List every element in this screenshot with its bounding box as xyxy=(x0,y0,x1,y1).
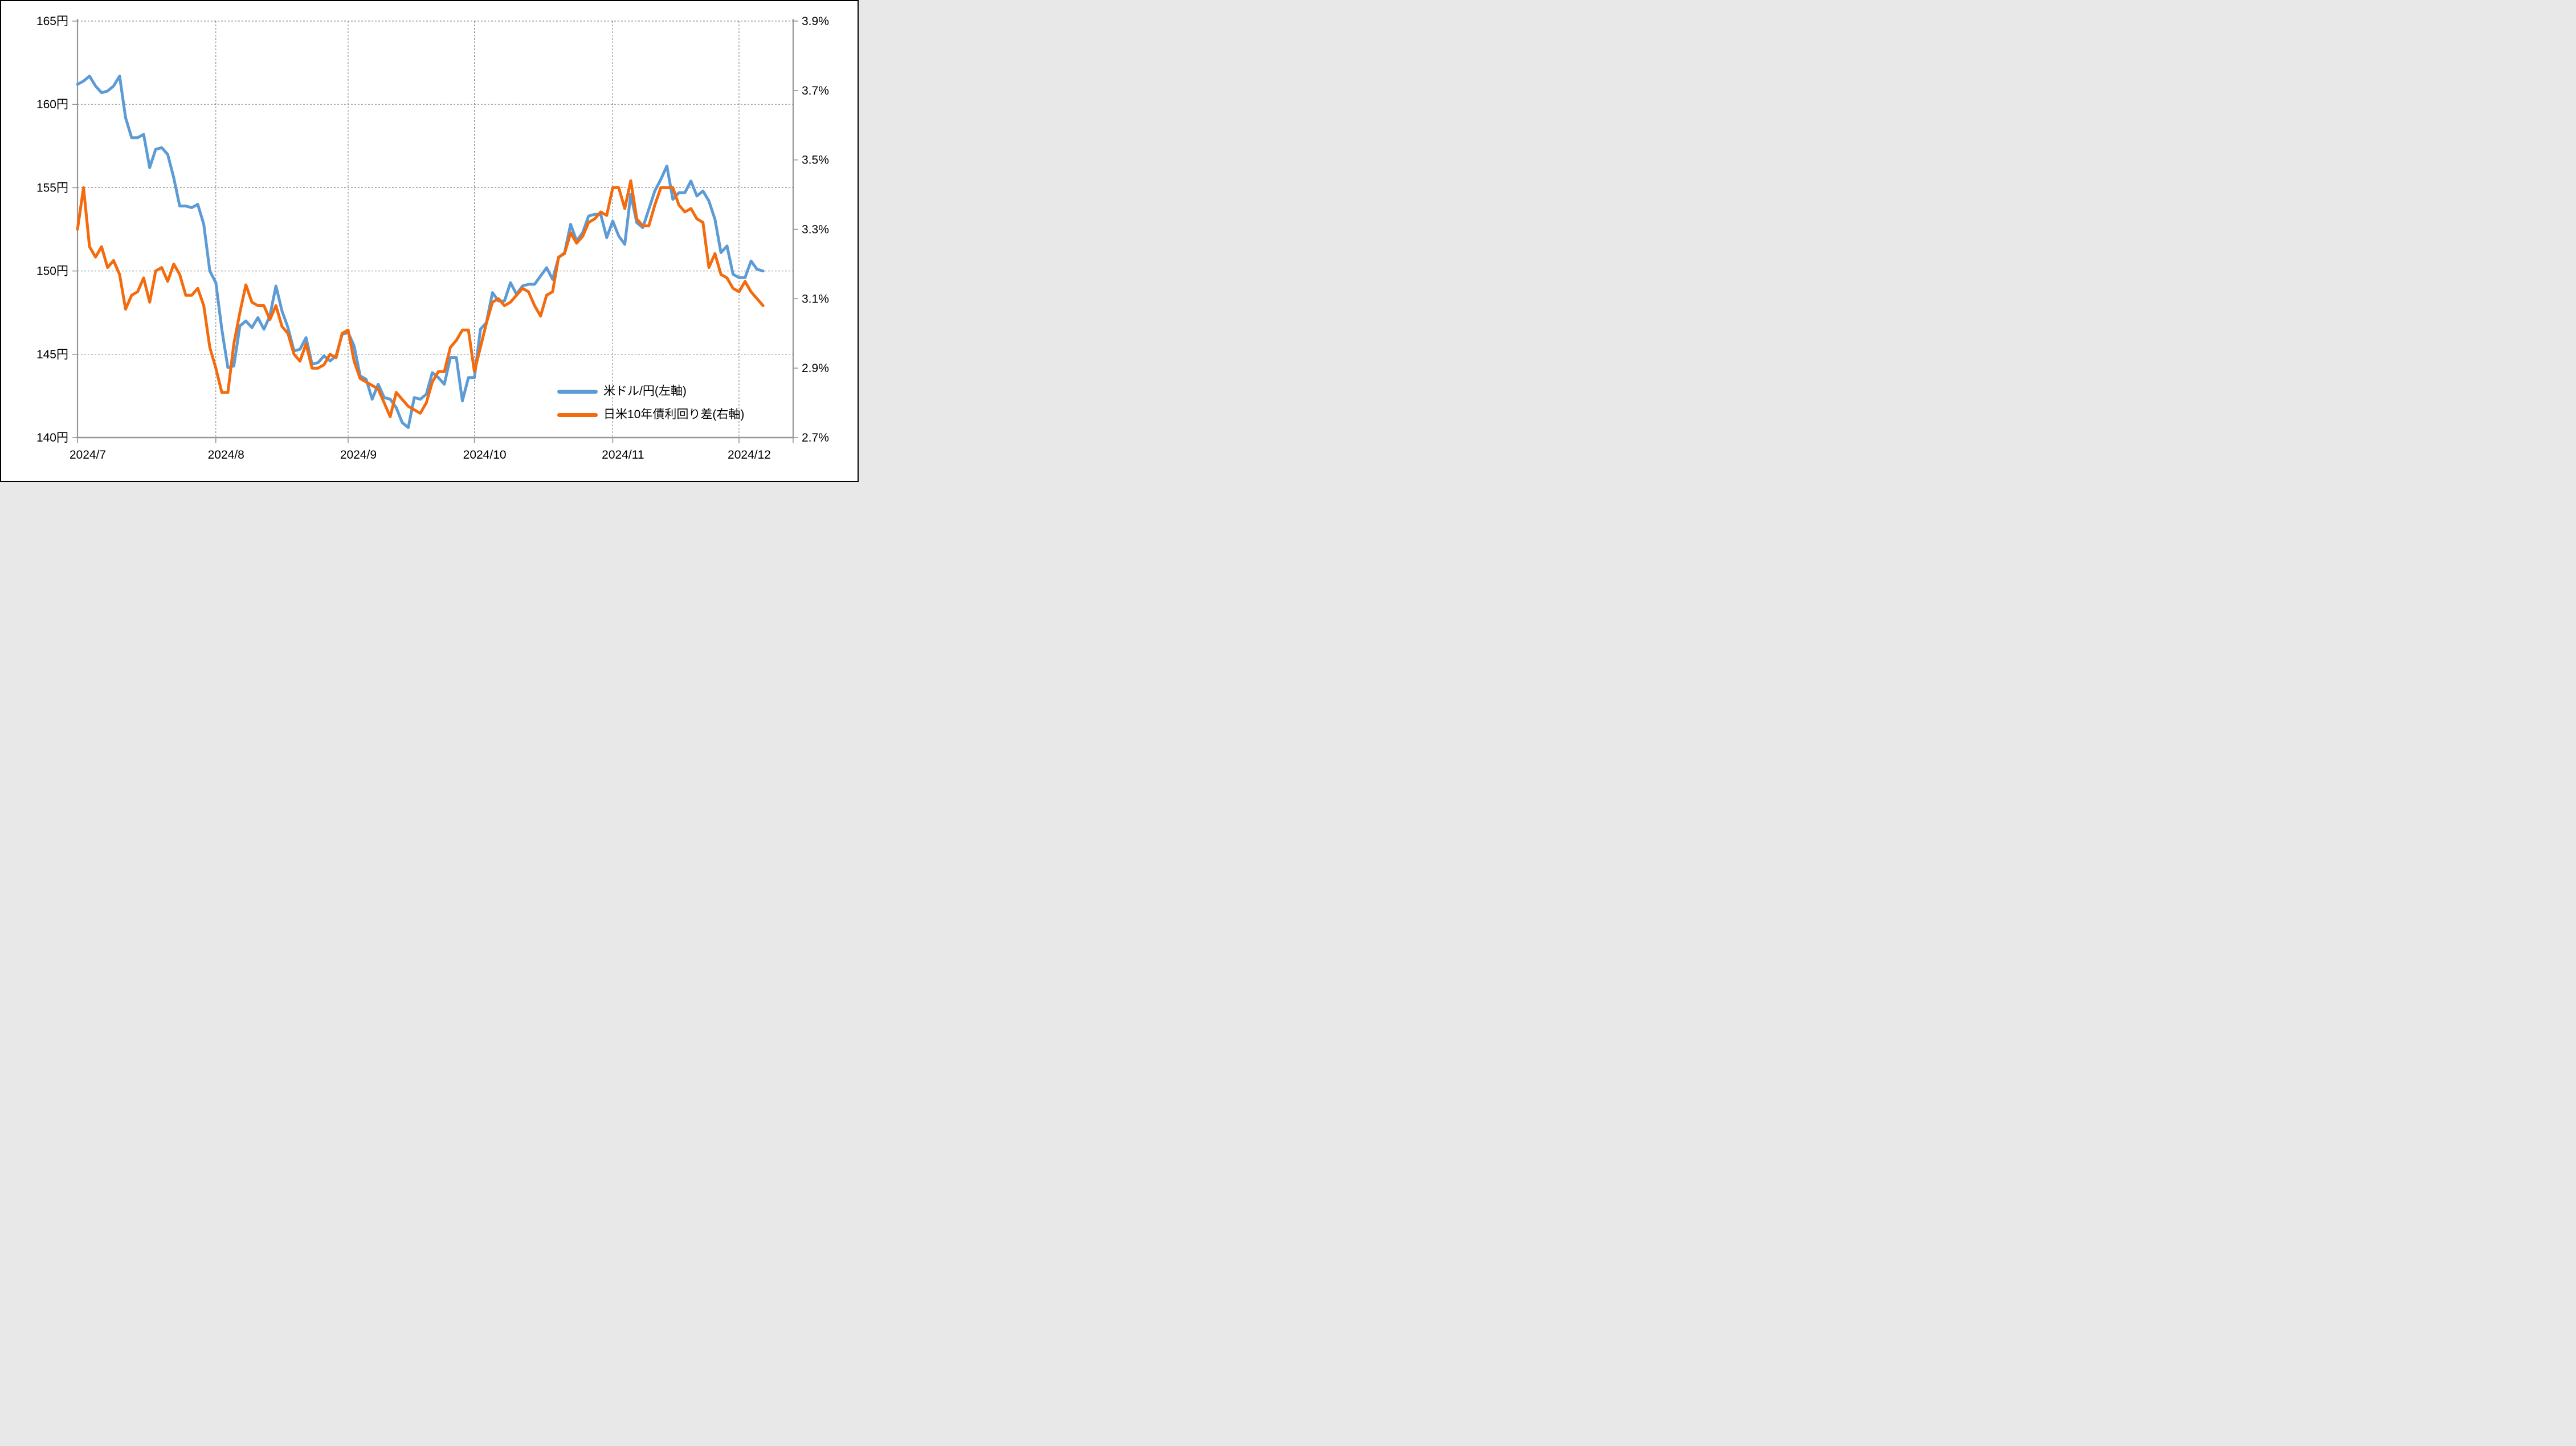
x-axis-tick-label: 2024/9 xyxy=(340,448,377,461)
right-axis-tick-label: 2.7% xyxy=(802,431,829,444)
chart-frame: 165円 160円 155円 150円 145円 140円 3.9% 3.7% 3.5% 3.3%… xyxy=(0,0,859,482)
right-axis-tick-label: 3.1% xyxy=(802,292,829,305)
legend-item-yield-spread: 日米10年債利回り差(右軸) xyxy=(557,408,744,422)
left-axis-tick-label: 150円 xyxy=(36,265,68,278)
legend-label-yield-spread: 日米10年債利回り差(右軸) xyxy=(603,408,745,422)
chart-canvas: 165円 160円 155円 150円 145円 140円 3.9% 3.7% 3.5% 3.3%… xyxy=(36,15,829,461)
x-axis-tick-label: 2024/12 xyxy=(728,448,771,461)
legend-label-usdjpy: 米ドル/円(左軸) xyxy=(603,385,687,398)
series-line-1 xyxy=(76,179,765,418)
right-axis-tick-label: 3.3% xyxy=(802,223,829,236)
left-axis-tick-label: 160円 xyxy=(36,98,68,111)
series-line-0 xyxy=(76,75,765,429)
left-axis-tick-label: 155円 xyxy=(36,181,68,194)
x-axis-tick-label: 2024/8 xyxy=(208,448,244,461)
right-axis-tick-label: 3.5% xyxy=(802,154,829,167)
right-axis-tick-label: 3.7% xyxy=(802,84,829,97)
left-axis-tick-label: 165円 xyxy=(36,15,68,28)
legend-item-usdjpy: 米ドル/円(左軸) xyxy=(557,385,744,398)
right-axis-tick-label: 3.9% xyxy=(802,15,829,28)
right-axis-tick-label: 2.9% xyxy=(802,362,829,375)
left-axis-tick-label: 145円 xyxy=(36,348,68,361)
series-group xyxy=(76,75,765,429)
chart-legend: 米ドル/円(左軸) 日米10年債利回り差(右軸) xyxy=(557,385,744,422)
legend-swatch-usdjpy xyxy=(557,389,598,394)
x-axis-tick-label: 2024/11 xyxy=(602,448,644,461)
legend-swatch-yield-spread xyxy=(557,412,598,417)
x-axis-tick-label: 2024/10 xyxy=(463,448,507,461)
axis-labels-group: 165円 160円 155円 150円 145円 140円 3.9% 3.7% 3.5% 3.3%… xyxy=(36,15,829,461)
left-axis-tick-label: 140円 xyxy=(36,431,68,444)
x-axis-tick-label: 2024/7 xyxy=(70,448,106,461)
